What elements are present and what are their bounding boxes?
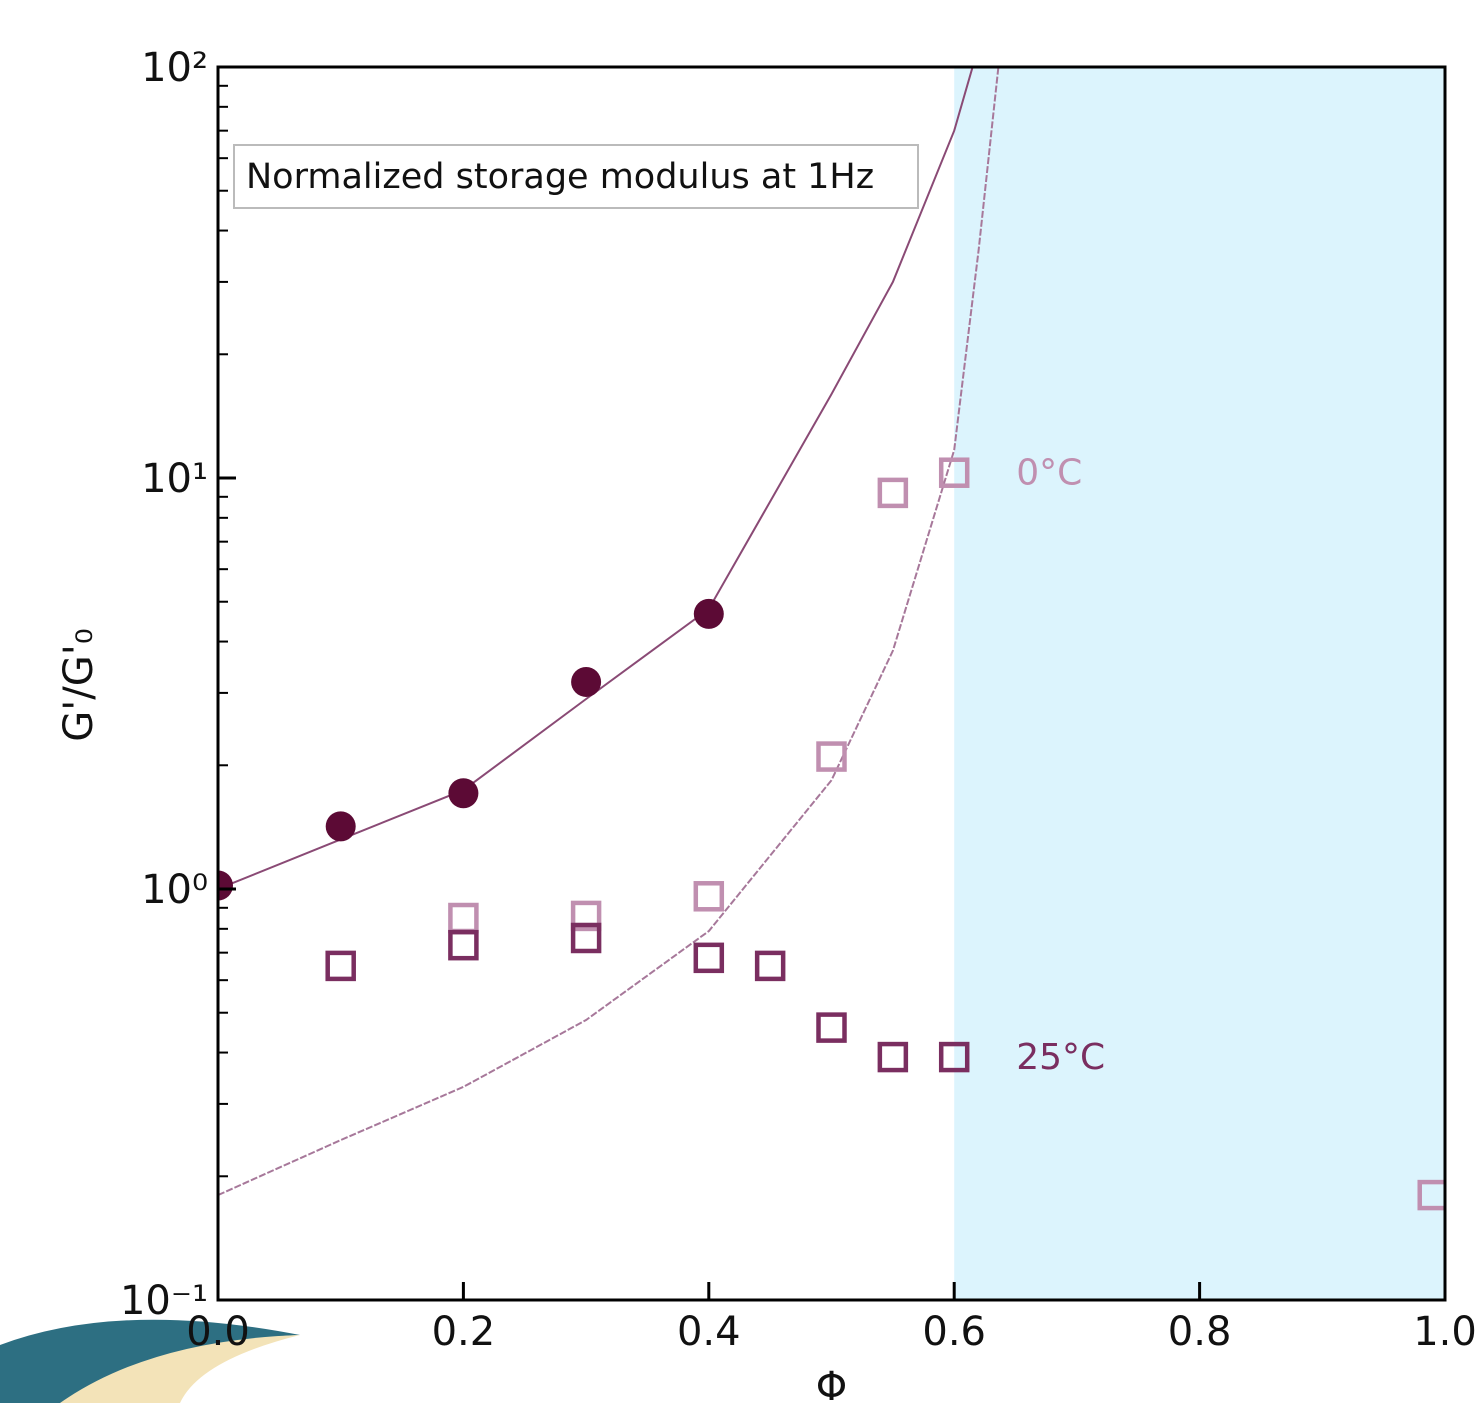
data-point bbox=[448, 929, 479, 961]
data-point bbox=[693, 881, 725, 912]
data-point bbox=[448, 902, 479, 934]
x-tick-label: 0.0 bbox=[186, 1309, 250, 1355]
data-point bbox=[448, 778, 479, 809]
data-point bbox=[218, 870, 233, 901]
data-point bbox=[1417, 1179, 1445, 1211]
data-point bbox=[816, 741, 847, 772]
data-point bbox=[325, 950, 356, 982]
data-point bbox=[570, 900, 602, 932]
shaded-region bbox=[954, 67, 1445, 1300]
annotation: Normalized storage modulus at 1Hz bbox=[246, 157, 874, 197]
data-point bbox=[938, 457, 970, 488]
plot-frame bbox=[216, 65, 1447, 1302]
x-tick-label: 0.6 bbox=[922, 1309, 986, 1355]
data-point bbox=[570, 922, 602, 954]
x-tick-label: 1.0 bbox=[1413, 1309, 1475, 1355]
y-tick-label: 10⁻¹ bbox=[120, 1278, 208, 1324]
data-point bbox=[693, 942, 725, 974]
y-tick-label: 10⁰ bbox=[141, 867, 208, 913]
y-tick-label: 10¹ bbox=[141, 456, 208, 502]
data-point bbox=[571, 666, 602, 697]
y-tick-label: 10² bbox=[141, 45, 208, 91]
data-point bbox=[938, 1041, 970, 1073]
data-point bbox=[325, 811, 356, 842]
data-point bbox=[754, 950, 786, 982]
x-tick-label: 0.8 bbox=[1168, 1309, 1232, 1355]
annotation-box bbox=[233, 144, 919, 209]
x-axis-label: Φ bbox=[816, 1364, 847, 1403]
series-label: 0°C bbox=[1016, 453, 1082, 494]
plot-area bbox=[218, 67, 1445, 1300]
series-label: 25°C bbox=[1016, 1037, 1105, 1078]
x-tick-label: 0.2 bbox=[432, 1309, 496, 1355]
data-point bbox=[816, 1012, 847, 1043]
data-point bbox=[877, 477, 909, 509]
axes: 0°C 25°C 0.0 0.2 0.4 0.6 0.8 1.0 10⁻¹ 10⁰ 10¹ 10² No… bbox=[56, 45, 1475, 1407]
data-point bbox=[693, 598, 724, 629]
data-point bbox=[877, 1041, 909, 1073]
x-tick-label: 0.4 bbox=[677, 1309, 741, 1355]
decor-swoosh bbox=[60, 1335, 300, 1403]
fit-curve bbox=[218, 67, 1000, 1197]
y-axis-label: G'/G'₀ bbox=[56, 628, 102, 742]
